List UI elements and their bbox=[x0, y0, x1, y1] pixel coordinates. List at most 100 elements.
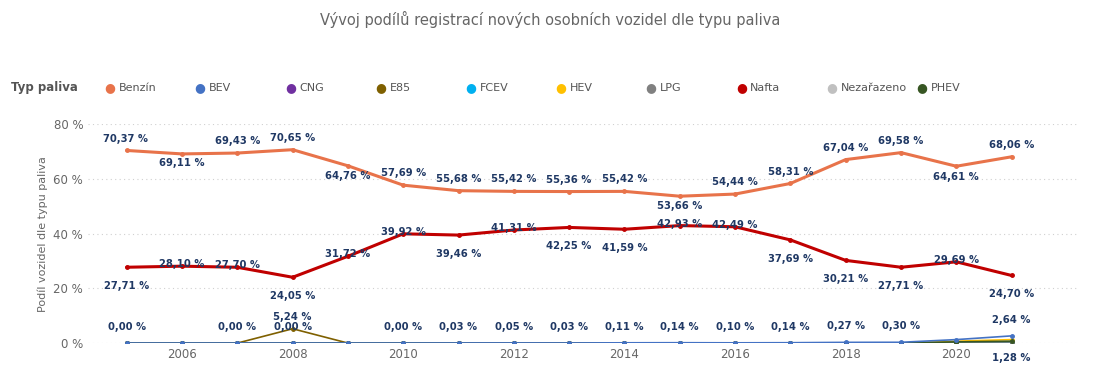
HEV bbox=[839, 341, 853, 345]
Text: 0,00 %: 0,00 % bbox=[218, 322, 256, 332]
Text: 55,36 %: 55,36 % bbox=[547, 174, 592, 185]
Nezařazeno bbox=[728, 341, 741, 345]
CNG bbox=[673, 341, 686, 345]
Nezařazeno bbox=[231, 341, 244, 345]
HEV bbox=[673, 341, 686, 345]
Nezařazeno bbox=[397, 341, 410, 345]
LPG bbox=[562, 341, 575, 345]
Text: 64,61 %: 64,61 % bbox=[934, 172, 979, 181]
PHEV bbox=[949, 340, 962, 344]
FCEV bbox=[728, 341, 741, 345]
Line: HEV: HEV bbox=[125, 338, 1013, 345]
PHEV bbox=[286, 341, 299, 345]
FCEV bbox=[397, 341, 410, 345]
BEV bbox=[175, 341, 188, 345]
Text: 0,00 %: 0,00 % bbox=[274, 322, 311, 332]
PHEV bbox=[673, 341, 686, 345]
BEV bbox=[452, 341, 465, 345]
Text: 0,30 %: 0,30 % bbox=[882, 321, 920, 331]
HEV bbox=[949, 339, 962, 343]
Text: 27,71 %: 27,71 % bbox=[104, 281, 150, 291]
Text: 5,24 %: 5,24 % bbox=[274, 312, 312, 322]
Text: ●: ● bbox=[736, 81, 747, 94]
Nafta bbox=[231, 265, 244, 269]
CNG bbox=[286, 341, 299, 345]
Nafta bbox=[175, 264, 188, 268]
Benzín bbox=[673, 194, 686, 199]
E85 bbox=[839, 341, 853, 345]
Text: ●: ● bbox=[375, 81, 386, 94]
HEV bbox=[894, 341, 908, 345]
Line: LPG: LPG bbox=[125, 341, 1013, 345]
FCEV bbox=[894, 341, 908, 345]
FCEV bbox=[286, 341, 299, 345]
FCEV bbox=[618, 341, 631, 345]
FCEV bbox=[839, 341, 853, 345]
Line: CNG: CNG bbox=[125, 341, 1013, 345]
Text: 70,37 %: 70,37 % bbox=[102, 134, 147, 143]
Nafta bbox=[673, 223, 686, 228]
Text: ●: ● bbox=[285, 81, 296, 94]
HEV bbox=[120, 341, 133, 345]
PHEV bbox=[784, 341, 798, 345]
LPG bbox=[507, 341, 520, 345]
Benzín bbox=[839, 157, 853, 162]
BEV bbox=[673, 341, 686, 345]
CNG bbox=[1005, 341, 1019, 345]
E85 bbox=[452, 341, 465, 345]
Text: 69,11 %: 69,11 % bbox=[160, 158, 205, 168]
Text: 39,92 %: 39,92 % bbox=[381, 227, 426, 237]
BEV bbox=[341, 341, 354, 345]
Nafta bbox=[120, 265, 133, 269]
CNG bbox=[120, 341, 133, 345]
Line: FCEV: FCEV bbox=[125, 341, 1013, 345]
Text: 27,70 %: 27,70 % bbox=[214, 260, 260, 270]
Text: 69,43 %: 69,43 % bbox=[214, 136, 260, 146]
Text: 53,66 %: 53,66 % bbox=[657, 201, 703, 211]
FCEV bbox=[949, 341, 962, 345]
Benzín bbox=[784, 181, 798, 186]
E85 bbox=[949, 341, 962, 345]
Benzín bbox=[397, 183, 410, 187]
Text: 1,28 %: 1,28 % bbox=[992, 353, 1031, 364]
Text: 31,72 %: 31,72 % bbox=[326, 249, 371, 259]
Benzín bbox=[452, 188, 465, 193]
Text: ●: ● bbox=[916, 81, 927, 94]
Nezařazeno bbox=[618, 341, 631, 345]
HEV bbox=[618, 341, 631, 345]
LPG bbox=[728, 341, 741, 345]
HEV bbox=[507, 341, 520, 345]
HEV bbox=[341, 341, 354, 345]
Text: 41,31 %: 41,31 % bbox=[491, 223, 537, 233]
PHEV bbox=[397, 341, 410, 345]
E85 bbox=[175, 341, 188, 345]
Nezařazeno bbox=[562, 341, 575, 345]
Line: E85: E85 bbox=[125, 327, 1013, 345]
FCEV bbox=[175, 341, 188, 345]
Nafta bbox=[1005, 273, 1019, 278]
LPG bbox=[175, 341, 188, 345]
Nezařazeno bbox=[507, 341, 520, 345]
E85 bbox=[1005, 341, 1019, 345]
Text: 55,42 %: 55,42 % bbox=[602, 174, 647, 184]
BEV bbox=[728, 341, 741, 345]
LPG bbox=[894, 341, 908, 345]
Text: ●: ● bbox=[465, 81, 476, 94]
Text: 54,44 %: 54,44 % bbox=[712, 177, 758, 187]
FCEV bbox=[784, 341, 798, 345]
Text: 0,14 %: 0,14 % bbox=[771, 322, 810, 332]
Benzín bbox=[562, 189, 575, 194]
LPG bbox=[397, 341, 410, 345]
E85 bbox=[894, 341, 908, 345]
Nafta bbox=[728, 224, 741, 229]
LPG bbox=[949, 341, 962, 345]
Nafta bbox=[949, 260, 962, 264]
Text: 0,03 %: 0,03 % bbox=[440, 322, 477, 332]
Text: Vývoj podílů registrací nových osobních vozidel dle typu paliva: Vývoj podílů registrací nových osobních … bbox=[320, 11, 780, 28]
PHEV bbox=[120, 341, 133, 345]
Text: 24,05 %: 24,05 % bbox=[270, 291, 316, 301]
Text: Benzín: Benzín bbox=[119, 82, 156, 93]
LPG bbox=[286, 341, 299, 345]
Text: 0,03 %: 0,03 % bbox=[550, 322, 588, 332]
Benzín bbox=[1005, 155, 1019, 159]
